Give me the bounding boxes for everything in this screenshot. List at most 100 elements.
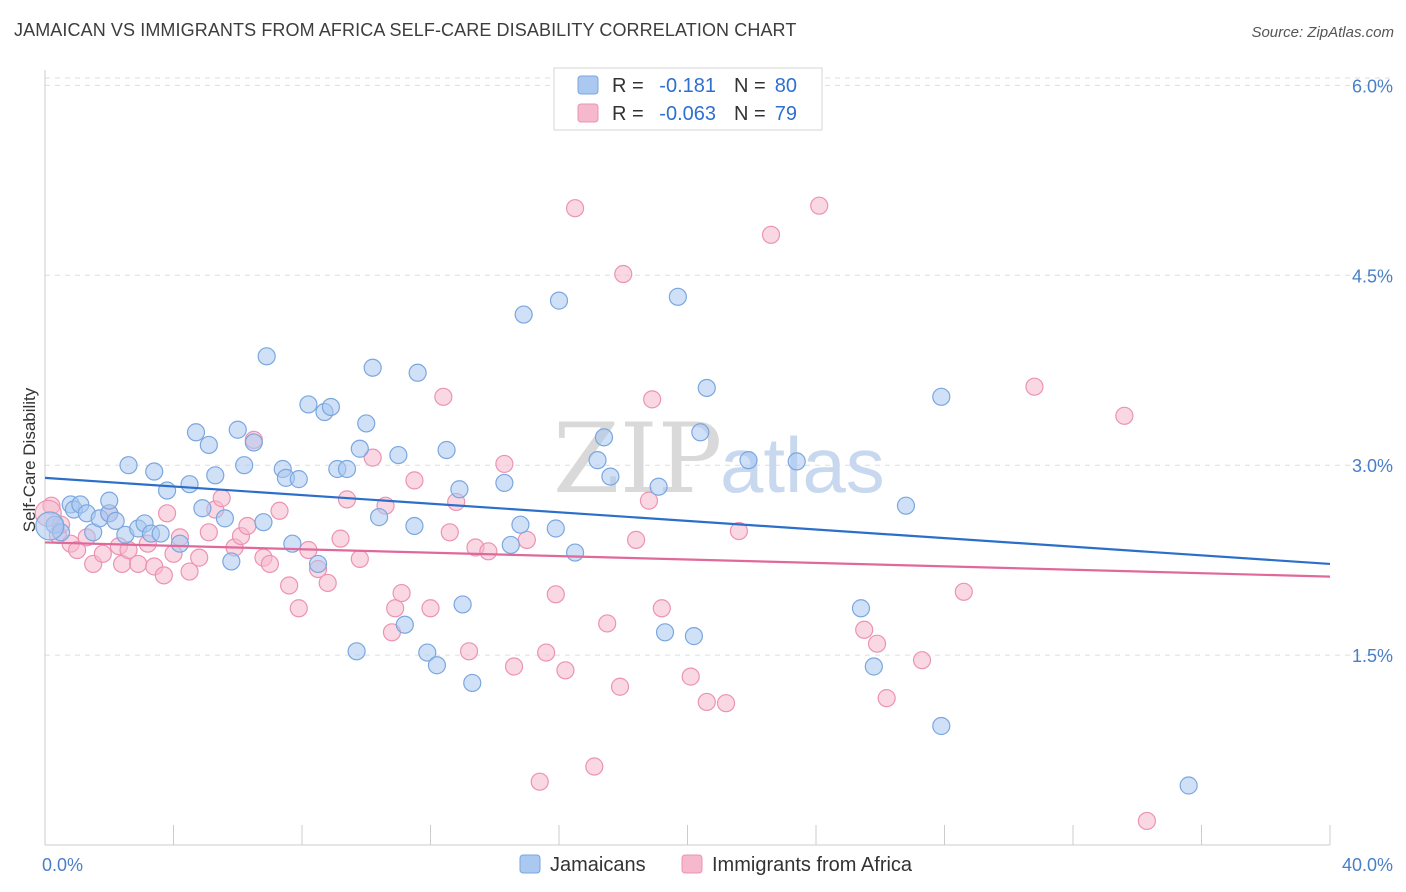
jamaicans-point <box>321 397 341 417</box>
jamaicans-point <box>254 513 273 532</box>
y-tick-label: 3.0% <box>1352 456 1393 476</box>
jamaicans-point <box>864 657 883 676</box>
africa-point <box>495 454 514 474</box>
jamaicans-point <box>851 599 871 618</box>
jamaicans-point <box>463 673 482 693</box>
africa-point <box>180 562 199 581</box>
africa-point <box>681 667 700 686</box>
africa-point <box>157 504 177 523</box>
africa-point <box>855 620 874 639</box>
jamaicans-point <box>427 656 447 675</box>
jamaicans-point <box>684 627 704 646</box>
jamaicans-point <box>668 287 687 306</box>
jamaicans-point <box>418 643 437 662</box>
africa-point <box>270 501 289 520</box>
jamaicans-point <box>655 623 675 642</box>
africa-point <box>877 689 896 708</box>
axes <box>44 70 1331 846</box>
legend-r-label: R = <box>612 75 644 97</box>
africa-point <box>1137 811 1156 831</box>
africa-point <box>363 448 382 467</box>
africa-point <box>190 548 209 567</box>
africa-point <box>421 599 440 618</box>
africa-point <box>280 576 299 595</box>
jamaicans-point <box>180 475 199 494</box>
jamaicans-point <box>896 496 916 515</box>
gridlines <box>45 77 1392 656</box>
jamaicans-point <box>511 515 530 534</box>
jamaicans-point <box>389 445 408 465</box>
jamaicans-point <box>932 716 951 736</box>
africa-point <box>331 529 350 548</box>
jamaicans-point <box>337 459 357 479</box>
y-axis-label: Self-Care Disability <box>20 387 39 532</box>
jamaicans-point <box>215 509 234 528</box>
jamaicans-point <box>350 439 369 458</box>
jamaicans-point <box>100 491 119 510</box>
jamaicans-point <box>228 420 247 439</box>
africa-point <box>289 599 308 618</box>
africa-point <box>716 694 736 713</box>
trend-lines <box>44 476 1331 578</box>
jamaicans-point <box>787 452 806 471</box>
legend-swatch-jamaicans <box>577 75 599 95</box>
africa-point <box>154 566 173 585</box>
jamaicans-point <box>119 456 138 475</box>
jamaicans-point <box>514 305 533 324</box>
africa-point <box>93 544 112 563</box>
jamaicans-point <box>193 499 212 518</box>
jamaicans-point <box>199 435 218 455</box>
jamaicans-point <box>594 428 614 447</box>
africa-point <box>459 642 479 661</box>
y-tick-labels: 1.5% 3.0% 4.5% 6.0% <box>1352 76 1393 666</box>
africa-point <box>1025 377 1044 396</box>
chart-title: JAMAICAN VS IMMIGRANTS FROM AFRICA SELF-… <box>14 20 797 40</box>
x-tick-label: 40.0% <box>1342 855 1393 875</box>
legend-swatch-africa <box>577 103 599 123</box>
africa-point <box>556 661 575 680</box>
africa-point <box>912 651 932 670</box>
legend-r-label: R = <box>612 103 644 125</box>
africa-point <box>318 573 337 593</box>
jamaicans-point <box>186 423 206 442</box>
y-tick-label: 6.0% <box>1352 76 1393 96</box>
africa-point <box>405 471 424 490</box>
africa-point <box>1115 406 1134 425</box>
africa-point <box>585 757 604 776</box>
jamaicans-point <box>35 511 65 541</box>
legend-n-label: N = <box>734 75 766 97</box>
jamaicans-point <box>370 508 389 527</box>
africa-point <box>479 542 498 561</box>
africa-point <box>260 554 279 574</box>
africa-point <box>643 390 662 409</box>
africa-point <box>517 530 536 549</box>
jamaicans-point <box>151 524 170 543</box>
jamaicans-point <box>222 552 241 571</box>
jamaicans-point <box>289 470 308 489</box>
africa-point <box>68 540 87 560</box>
africa-point <box>565 199 585 218</box>
africa-point <box>530 772 549 791</box>
jamaicans-point <box>649 477 668 496</box>
jamaicans-point <box>347 642 366 661</box>
series-jamaicans <box>35 287 1198 795</box>
jamaicans-point <box>395 615 414 634</box>
y-tick-label: 1.5% <box>1352 646 1393 666</box>
bottom-legend-label-africa: Immigrants from Africa <box>712 854 913 876</box>
watermark-zip: ZIP <box>553 403 722 515</box>
africa-point <box>810 196 829 215</box>
jamaicans-point <box>357 414 376 433</box>
jamaicans-point <box>437 440 456 460</box>
jamaicans-point <box>549 291 569 310</box>
africa-point <box>350 549 369 568</box>
legend-r-value: -0.181 <box>659 75 716 97</box>
africa-point <box>504 657 524 676</box>
jamaicans-point <box>299 395 318 414</box>
jamaicans-point <box>450 480 469 499</box>
africa-point <box>761 225 781 244</box>
africa-point <box>212 489 231 508</box>
africa-point <box>537 643 556 662</box>
bottom-legend-swatch-africa <box>681 854 703 874</box>
legend-n-value: 79 <box>775 103 797 125</box>
jamaicans-point <box>932 387 951 406</box>
